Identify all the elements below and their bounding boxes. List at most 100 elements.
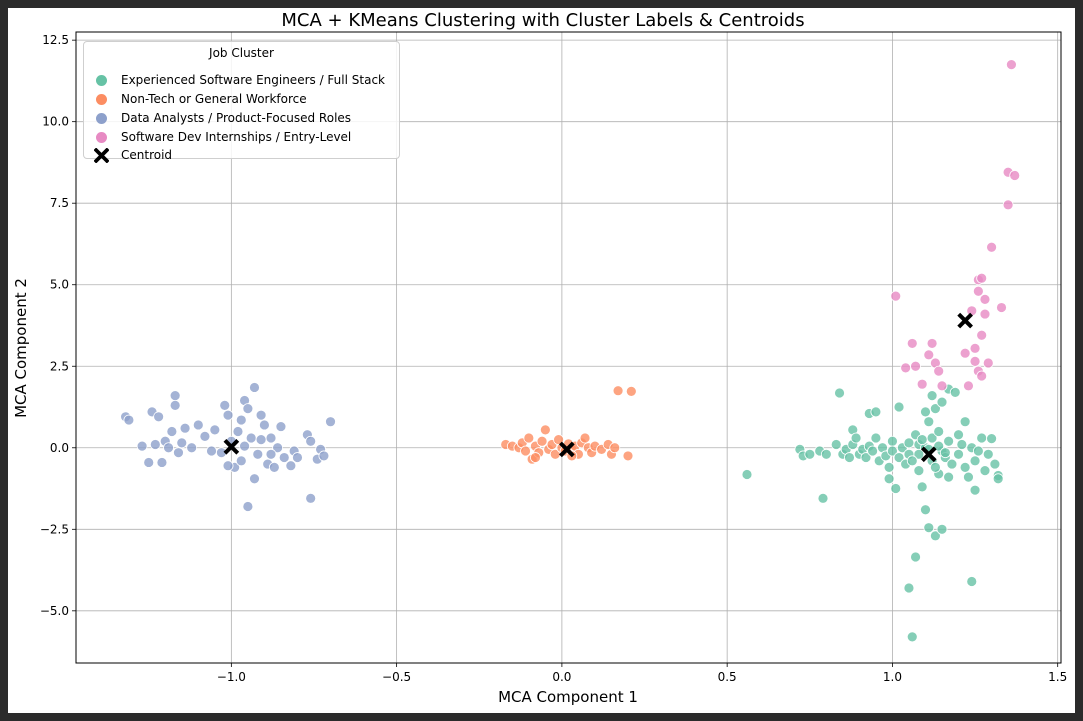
data-point-series-0: [946, 458, 958, 470]
data-point-series-3: [976, 272, 988, 284]
data-point-series-0: [913, 465, 925, 477]
data-point-series-0: [867, 445, 878, 457]
x-tick-label: 0.5: [718, 670, 737, 684]
data-point-series-2: [235, 455, 247, 467]
data-point-series-0: [969, 455, 981, 467]
data-point-series-1: [523, 432, 535, 444]
data-point-series-0: [959, 416, 971, 428]
x-tick-label: 1.0: [883, 670, 902, 684]
data-point-series-0: [834, 387, 845, 399]
legend-entry-centroid: Centroid: [94, 146, 172, 164]
data-point-series-1: [609, 442, 621, 454]
data-point-series-0: [982, 448, 994, 460]
data-point-series-2: [199, 430, 211, 442]
x-tick-label: 1.5: [1048, 670, 1067, 684]
data-point-series-3: [959, 347, 971, 359]
data-point-series-2: [123, 414, 135, 426]
y-tick-label: 5.0: [50, 278, 69, 292]
data-point-series-2: [136, 440, 148, 452]
data-point-series-0: [903, 437, 915, 449]
data-point-series-2: [232, 426, 244, 437]
data-point-series-0: [920, 504, 931, 516]
data-point-series-0: [943, 435, 955, 447]
data-point-series-1: [612, 385, 624, 397]
data-point-series-2: [186, 442, 198, 454]
chart-figure: MCA + KMeans Clustering with Cluster Lab…: [8, 8, 1075, 713]
data-point-series-2: [176, 437, 188, 449]
y-axis-ticks: −5.0 −2.5 0.0 2.5 5.0 7.5 10.0 12.5: [40, 33, 76, 618]
data-point-series-0: [929, 461, 941, 473]
data-point-series-2: [192, 419, 204, 431]
data-point-series-0: [860, 452, 872, 463]
data-point-series-1: [539, 424, 551, 436]
data-point-series-0: [883, 473, 895, 485]
data-point-series-2: [156, 457, 168, 468]
x-tick-label: 0.0: [552, 670, 571, 684]
data-point-series-3: [972, 285, 984, 297]
data-point-series-0: [926, 390, 938, 401]
data-point-series-3: [916, 378, 928, 390]
data-point-series-0: [989, 458, 1001, 470]
data-point-series-0: [972, 445, 984, 457]
data-point-series-0: [870, 432, 882, 444]
data-point-series-3: [966, 305, 978, 317]
legend-title: Job Cluster: [209, 46, 274, 60]
data-point-series-2: [265, 448, 277, 460]
data-point-series-0: [890, 483, 902, 494]
data-point-series-0: [969, 484, 981, 496]
data-point-series-2: [242, 403, 254, 415]
data-point-series-2: [206, 445, 217, 457]
data-point-series-1: [530, 452, 541, 463]
data-point-series-3: [986, 241, 997, 253]
axes-frame: [75, 31, 1062, 664]
data-point-series-2: [149, 439, 161, 450]
data-point-series-3: [926, 338, 938, 349]
data-point-series-0: [850, 432, 862, 444]
data-point-series-2: [222, 409, 234, 421]
data-points: [120, 59, 1021, 643]
y-tick-label: 7.5: [50, 196, 69, 210]
data-point-series-0: [953, 429, 964, 441]
data-point-series-0: [953, 448, 964, 460]
data-point-series-0: [916, 434, 928, 446]
data-point-series-0: [933, 426, 945, 437]
data-point-series-0: [943, 471, 955, 483]
data-point-series-3: [936, 380, 948, 392]
y-tick-label: −5.0: [40, 604, 69, 618]
data-point-series-2: [153, 411, 165, 423]
data-point-series-3: [976, 329, 988, 341]
data-point-series-3: [969, 342, 981, 354]
legend-entry-0: Experienced Software Engineers / Full St…: [94, 71, 385, 89]
data-point-series-2: [255, 434, 267, 446]
data-point-series-0: [741, 469, 753, 480]
centroid-marker: [559, 441, 575, 458]
data-point-series-3: [1009, 170, 1021, 181]
data-point-series-0: [893, 401, 905, 413]
data-point-series-3: [910, 360, 921, 372]
data-point-series-2: [249, 473, 260, 485]
legend-marker-1: [96, 93, 107, 105]
data-point-series-3: [963, 380, 974, 392]
legend-entry-1: Non-Tech or General Workforce: [94, 90, 307, 108]
data-point-series-2: [318, 450, 330, 462]
data-point-series-2: [275, 421, 287, 432]
data-point-series-2: [268, 461, 280, 473]
data-point-series-2: [173, 447, 184, 459]
data-point-series-2: [169, 390, 181, 401]
data-point-series-3: [996, 302, 1007, 313]
legend-label-1: Non-Tech or General Workforce: [121, 92, 307, 106]
data-point-series-2: [305, 492, 317, 504]
y-tick-label: 12.5: [42, 33, 69, 47]
legend-label-3: Software Dev Internships / Entry-Level: [121, 130, 352, 144]
data-point-series-0: [883, 461, 895, 473]
data-point-series-3: [976, 370, 988, 382]
x-tick-label: −0.5: [382, 670, 411, 684]
data-point-series-3: [1002, 199, 1014, 211]
data-point-series-0: [939, 447, 951, 459]
data-point-series-0: [966, 576, 978, 587]
data-point-series-0: [986, 433, 997, 445]
data-point-series-3: [923, 349, 935, 361]
data-point-series-0: [906, 455, 918, 467]
data-point-series-2: [209, 424, 221, 436]
data-point-series-2: [285, 460, 297, 472]
